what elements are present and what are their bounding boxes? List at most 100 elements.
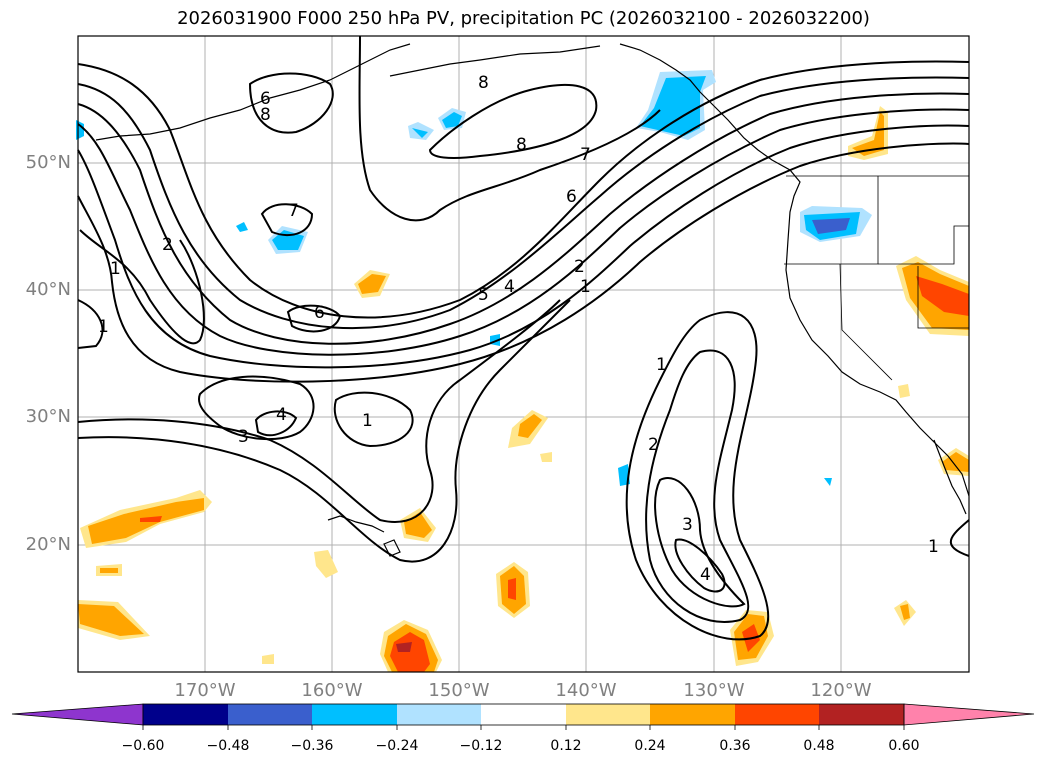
contour-label: 6 [314,303,325,323]
pv-contour [333,391,414,448]
contour-label-group: 8 8 8 7 7 6 6 5 4 2 1 1 1 2 3 4 4 6 3 1 … [98,73,939,585]
precip-pos-area [898,384,910,398]
colorbar-segment [143,704,228,725]
pv-contour [77,299,571,563]
precip-pos-area [508,578,516,600]
colorbar-tick-label: −0.12 [459,738,503,754]
pv-contour [77,60,970,319]
contour-label: 1 [656,355,667,375]
coastlines [95,43,970,557]
pv-contour [949,519,970,557]
pv-contour [79,229,205,345]
precip-pos-area [916,276,969,316]
contour-label: 6 [566,187,577,207]
colorbar-segment [819,704,904,725]
precip-pos-area [314,550,338,578]
colorbar-segment [566,704,650,725]
pv-contour [645,349,750,623]
pv-contour [77,92,970,345]
precip-pos-area [100,568,118,573]
lon-label-120w: 120°W [810,680,872,701]
precip-pos-area [262,654,274,664]
contour-label: 6 [260,89,271,109]
colorbar-segment [735,704,819,725]
contour-label: 2 [574,257,585,277]
political-borders [784,175,969,381]
colorbar-segment [228,704,312,725]
lat-label-50n: 50°N [25,152,71,173]
colorbar-extend-min [11,703,144,726]
precip-pos-area [396,642,412,652]
pv-contours [77,35,970,641]
lon-label-160w: 160°W [301,680,363,701]
colorbar-segment [312,704,397,725]
precip-pos-area [942,452,969,472]
precip-neg-area [442,112,462,128]
pv-contour [77,299,104,349]
lat-label-20n: 20°N [25,534,71,555]
lat-label-40n: 40°N [25,279,71,300]
contour-label: 8 [516,135,527,155]
lon-label-140w: 140°W [555,680,617,701]
contour-label: 1 [110,259,121,279]
contour-label: 8 [478,73,489,93]
colorbar-segment [397,704,481,725]
precip-pos-area [140,516,162,522]
precip-pos-area [518,414,542,438]
colorbar-outline [142,703,905,726]
colorbar-segment [650,704,735,725]
contour-label: 3 [238,427,249,447]
contour-label: 4 [504,277,515,297]
pv-contour [77,142,970,383]
contour-label: 8 [260,105,271,125]
contour-label: 2 [648,435,659,455]
colorbar-tick-label: 0.24 [634,738,666,754]
contour-label: 7 [288,201,299,221]
pv-contour [248,72,334,134]
colorbar-tick-label: −0.60 [121,738,165,754]
pv-contour [260,203,314,237]
lon-label-170w: 170°W [174,680,236,701]
pv-contour [625,311,770,641]
pv-contour [358,35,661,222]
pv-contour [77,76,970,330]
colorbar-tick-label: 0.36 [719,738,751,754]
precip-pos-area [540,452,552,462]
lon-label-130w: 130°W [683,680,745,701]
precip-pos-area [900,604,910,620]
contour-label: 1 [580,277,591,297]
colorbar-tick-label: 0.60 [888,738,920,754]
colorbar-tick-label: 0.12 [550,738,582,754]
contour-label: 7 [580,145,591,165]
precip-neg-area [640,76,706,136]
precip-neg-area [812,218,850,234]
lon-label-150w: 150°W [428,680,490,701]
precip-pos-area [358,274,386,294]
contour-label: 1 [98,317,109,337]
contour-label: 3 [682,515,693,535]
colorbar-tick-label: −0.24 [375,738,419,754]
map-background [78,36,969,672]
pv-contour [286,304,342,333]
contour-label: 4 [700,565,711,585]
pv-contour [674,538,726,593]
precip-pos-area [852,112,884,156]
lat-label-30n: 30°N [25,406,71,427]
contour-label: 2 [162,235,173,255]
contour-label: 1 [362,411,373,431]
pv-contour [77,108,970,356]
colorbar-tick-marks [142,725,905,730]
map-title: 2026031900 F000 250 hPa PV, precipitatio… [177,8,870,29]
pv-contour [428,83,598,159]
colorbar-segment [481,704,566,725]
colorbar-tick-label: −0.36 [290,738,334,754]
pv-precip-map: 8 8 8 7 7 6 6 5 4 2 1 1 1 2 3 4 4 6 3 1 … [76,35,970,673]
pv-contour [198,375,315,441]
pv-contour [254,410,298,437]
precip-neg-area [412,128,428,138]
map-frame [77,35,970,673]
contour-label: 1 [928,537,939,557]
pv-contour [654,477,746,608]
contour-label: 4 [276,405,287,425]
colorbar-extend-max [903,703,1035,726]
